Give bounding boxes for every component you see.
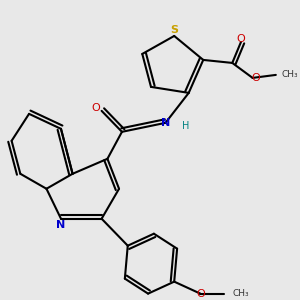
Text: O: O [251,73,260,83]
Text: H: H [182,121,190,131]
Text: N: N [161,118,170,128]
Text: N: N [56,220,66,230]
Text: CH₃: CH₃ [232,289,249,298]
Text: CH₃: CH₃ [282,70,298,80]
Text: O: O [237,34,245,44]
Text: O: O [92,103,100,113]
Text: O: O [196,289,205,298]
Text: S: S [170,25,178,35]
